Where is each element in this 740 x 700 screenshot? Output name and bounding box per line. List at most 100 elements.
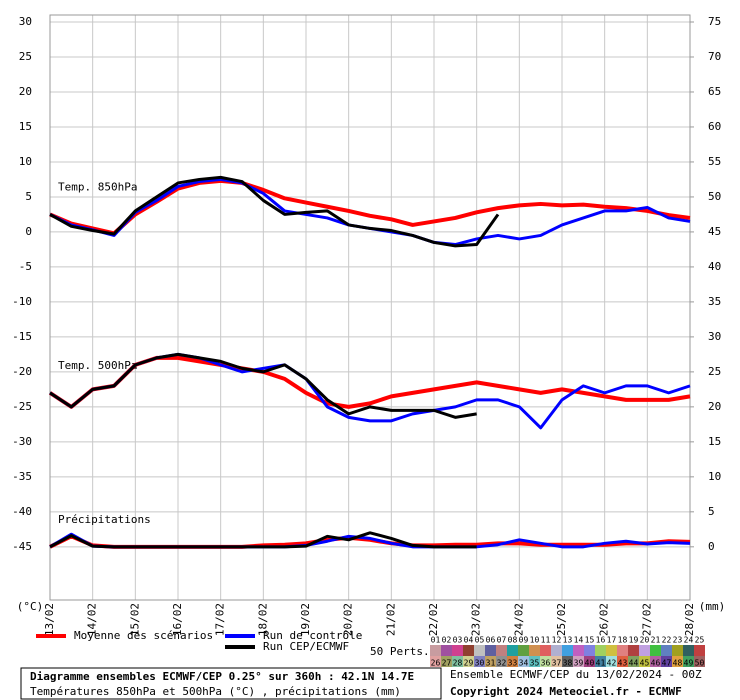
member-swatch [661,656,672,667]
y-tick-label: -15 [12,330,32,343]
panel-label: Temp. 500hPa [58,359,137,372]
member-label: 03 [453,636,463,645]
x-tick-label: 13/02 [43,603,56,636]
member-swatch [606,645,617,656]
x-tick-label: 27/02 [640,603,653,636]
x-tick-label: 28/02 [683,603,696,636]
member-swatch [452,656,463,667]
y2-tick-label: 20 [708,400,721,413]
member-swatch [430,656,441,667]
panel-label: Précipitations [58,513,151,526]
member-swatch [573,656,584,667]
member-swatch [551,656,562,667]
member-label: 31 [486,659,496,668]
member-label: 33 [508,659,518,668]
member-label: 10 [530,636,540,645]
y2-unit: (mm) [699,600,726,613]
member-swatch [595,645,606,656]
y-tick-label: -25 [12,400,32,413]
y2-tick-label: 60 [708,120,721,133]
member-swatch [518,656,529,667]
member-label: 28 [453,659,463,668]
y2-tick-label: 75 [708,15,721,28]
member-label: 46 [651,659,661,668]
y-tick-label: -45 [12,540,32,553]
y2-tick-label: 25 [708,365,721,378]
member-swatch [529,656,540,667]
member-swatch [551,645,562,656]
x-tick-label: 24/02 [512,603,525,636]
member-label: 11 [541,636,551,645]
member-swatch [474,645,485,656]
y-tick-label: -40 [12,505,32,518]
x-tick-label: 16/02 [171,603,184,636]
y2-tick-label: 30 [708,330,721,343]
x-tick-label: 26/02 [598,603,611,636]
x-tick-label: 15/02 [128,603,141,636]
y-tick-label: 10 [19,155,32,168]
y-tick-label: -20 [12,365,32,378]
y2-tick-label: 45 [708,225,721,238]
member-label: 23 [673,636,683,645]
y2-tick-label: 50 [708,190,721,203]
panel-label: Temp. 850hPa [58,180,137,193]
member-label: 02 [442,636,452,645]
member-label: 21 [651,636,661,645]
member-swatch [485,645,496,656]
member-swatch [584,645,595,656]
series-line [49,352,477,419]
legend-label: Run CEP/ECMWF [263,640,349,653]
member-label: 24 [684,636,694,645]
y2-tick-label: 55 [708,155,721,168]
member-swatch [452,645,463,656]
member-swatch [661,645,672,656]
x-tick-label: 17/02 [214,603,227,636]
member-label: 14 [574,636,584,645]
member-label: 18 [618,636,628,645]
member-swatch [595,656,606,667]
member-label: 26 [431,659,441,668]
member-swatch [430,645,441,656]
member-swatch [650,656,661,667]
member-label: 44 [629,659,639,668]
member-label: 37 [552,659,562,668]
legend-label: Run de contrôle [263,629,362,642]
member-label: 49 [684,659,694,668]
y-tick-label: 15 [19,120,32,133]
member-label: 40 [585,659,595,668]
member-swatch [540,645,551,656]
member-label: 43 [618,659,628,668]
member-swatch [639,645,650,656]
member-swatch [683,656,694,667]
y2-tick-label: 35 [708,295,721,308]
member-swatch [617,645,628,656]
member-swatch [518,645,529,656]
member-swatch [507,645,518,656]
member-label: 35 [530,659,540,668]
y2-tick-label: 10 [708,470,721,483]
member-label: 34 [519,659,529,668]
y-tick-label: 0 [25,225,32,238]
member-label: 48 [673,659,683,668]
member-label: 38 [563,659,573,668]
member-swatch [562,645,573,656]
member-label: 41 [596,659,606,668]
member-label: 13 [563,636,573,645]
x-tick-label: 20/02 [342,603,355,636]
member-swatch [584,656,595,667]
member-label: 07 [497,636,507,645]
member-swatch [496,656,507,667]
member-swatch [694,656,705,667]
member-swatch [672,645,683,656]
x-tick-label: 14/02 [86,603,99,636]
member-swatch [441,656,452,667]
x-tick-label: 22/02 [427,603,440,636]
member-swatch [606,656,617,667]
member-swatch [617,656,628,667]
member-swatch [573,645,584,656]
member-swatch [463,656,474,667]
series-line [49,175,500,248]
member-label: 22 [662,636,672,645]
member-label: 17 [607,636,617,645]
info-subtitle: Températures 850hPa et 500hPa (°C) , pré… [30,685,401,698]
